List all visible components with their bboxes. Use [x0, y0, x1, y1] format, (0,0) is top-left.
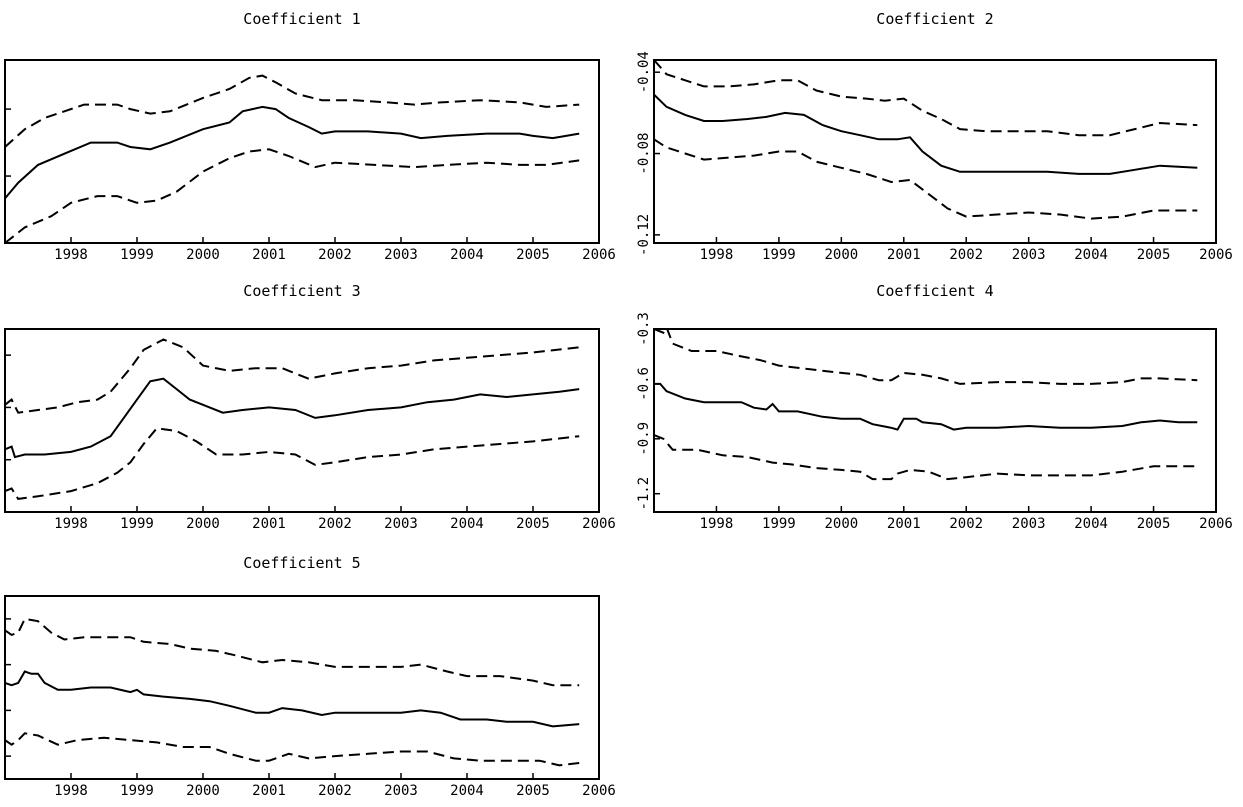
y-tick-label: -0.0	[0, 648, 3, 682]
y-tick-label: -0.4	[0, 739, 3, 773]
chart-panel-2: Coefficient 2 1998 1999 2000 2001 2002 2003 200…	[636, 10, 1233, 263]
y-tick-label: -1.2	[636, 477, 652, 511]
x-tick-label: 2000	[824, 247, 858, 263]
plot-frame	[653, 59, 1217, 244]
x-tick-label: 2001	[252, 783, 286, 799]
y-tick-label: -0.9	[636, 422, 652, 456]
y-tick-label: 0.02	[0, 391, 3, 425]
y-tick-label: 0.004	[0, 88, 3, 130]
x-tick-label: 1998	[54, 516, 88, 532]
y-tick-label: 0.04	[0, 338, 3, 372]
x-tick-label: 2003	[1012, 516, 1046, 532]
x-tick-label: 2005	[516, 247, 550, 263]
chart-panel-1: Coefficient 1 1998 1999 2000 2001 2002 2003 200…	[0, 10, 616, 268]
x-tick-label: 2002	[318, 516, 352, 532]
x-tick-label: 1998	[700, 516, 734, 532]
x-tick-label: 2004	[1074, 247, 1108, 263]
x-tick-label: 2005	[516, 783, 550, 799]
plot-frame	[4, 595, 600, 780]
chart-title: Coefficient 5	[243, 554, 360, 572]
estimate-line	[5, 670, 580, 728]
x-tick-label: 2000	[186, 516, 220, 532]
chart-panel-4: Coefficient 4 1998 1999 2000 2001 2002 2003 200…	[636, 282, 1233, 532]
estimate-line	[654, 93, 1198, 175]
x-tick-label: 2001	[887, 516, 921, 532]
y-tick-label: -0.002	[0, 218, 3, 269]
chart-panel-5: Coefficient 5 1998 1999 2000 2001 2002 2003 200…	[0, 554, 616, 799]
x-tick-label: 2002	[949, 247, 983, 263]
x-tick-label: 2006	[582, 247, 616, 263]
confidence-band-line	[5, 148, 580, 243]
x-tick-label: 2001	[887, 247, 921, 263]
y-tick-label: 0.001	[0, 155, 3, 197]
y-tick-label: 0.00	[0, 443, 3, 477]
x-tick-label: 1998	[700, 247, 734, 263]
plot-frame	[653, 328, 1217, 513]
x-tick-label: 2006	[1199, 516, 1233, 532]
y-tick-label: -0.04	[636, 51, 652, 93]
chart-panel-3: Coefficient 3 1998 1999 2000 2001 2002 2003 200…	[0, 282, 616, 533]
y-tick-label: 0.2	[0, 606, 3, 631]
x-tick-label: 2006	[582, 516, 616, 532]
x-tick-label: 2004	[450, 516, 484, 532]
x-tick-label: 2003	[384, 247, 418, 263]
x-tick-label: 2000	[186, 247, 220, 263]
x-tick-label: 2005	[1137, 247, 1171, 263]
x-tick-label: 1999	[762, 247, 796, 263]
x-tick-label: 2006	[1199, 247, 1233, 263]
chart-title: Coefficient 2	[876, 10, 993, 28]
x-tick-label: 1999	[762, 516, 796, 532]
x-tick-label: 2003	[384, 516, 418, 532]
x-tick-label: 1999	[120, 247, 154, 263]
confidence-band-line	[5, 427, 580, 500]
x-tick-label: 2006	[582, 783, 616, 799]
y-tick-label: -0.12	[636, 214, 652, 256]
x-tick-label: 2002	[318, 247, 352, 263]
y-tick-label: -0.02	[0, 491, 3, 533]
x-tick-label: 2001	[252, 247, 286, 263]
x-tick-label: 2002	[949, 516, 983, 532]
x-tick-label: 1998	[54, 247, 88, 263]
confidence-band-line	[5, 74, 580, 148]
confidence-band-line	[5, 617, 580, 687]
x-tick-label: 2004	[450, 247, 484, 263]
confidence-band-line	[5, 338, 580, 414]
estimate-line	[5, 377, 580, 459]
x-tick-label: 2004	[450, 783, 484, 799]
x-tick-label: 1999	[120, 783, 154, 799]
x-tick-label: 1998	[54, 783, 88, 799]
estimate-line	[654, 382, 1198, 431]
x-tick-label: 2005	[516, 516, 550, 532]
chart-title: Coefficient 4	[876, 282, 993, 300]
x-tick-label: 2002	[318, 783, 352, 799]
x-tick-label: 2003	[1012, 247, 1046, 263]
x-tick-label: 2001	[252, 516, 286, 532]
x-tick-label: 2000	[186, 783, 220, 799]
y-tick-label: -0.08	[636, 132, 652, 174]
x-tick-label: 2000	[824, 516, 858, 532]
y-tick-label: -0.6	[636, 367, 652, 401]
y-tick-label: -0.2	[0, 694, 3, 728]
plot-frame	[4, 328, 600, 513]
x-tick-label: 2003	[384, 783, 418, 799]
confidence-band-line	[654, 60, 1198, 137]
x-tick-label: 2004	[1074, 516, 1108, 532]
confidence-band-line	[654, 138, 1198, 220]
chart-title: Coefficient 3	[243, 282, 360, 300]
x-tick-label: 2005	[1137, 516, 1171, 532]
confidence-band-line	[654, 434, 1198, 481]
confidence-band-line	[654, 329, 1198, 385]
plot-frame	[4, 59, 600, 244]
y-tick-label: -0.3	[636, 312, 652, 346]
x-tick-label: 1999	[120, 516, 154, 532]
estimate-line	[5, 105, 580, 200]
confidence-band-line	[5, 732, 580, 767]
chart-title: Coefficient 1	[243, 10, 360, 28]
